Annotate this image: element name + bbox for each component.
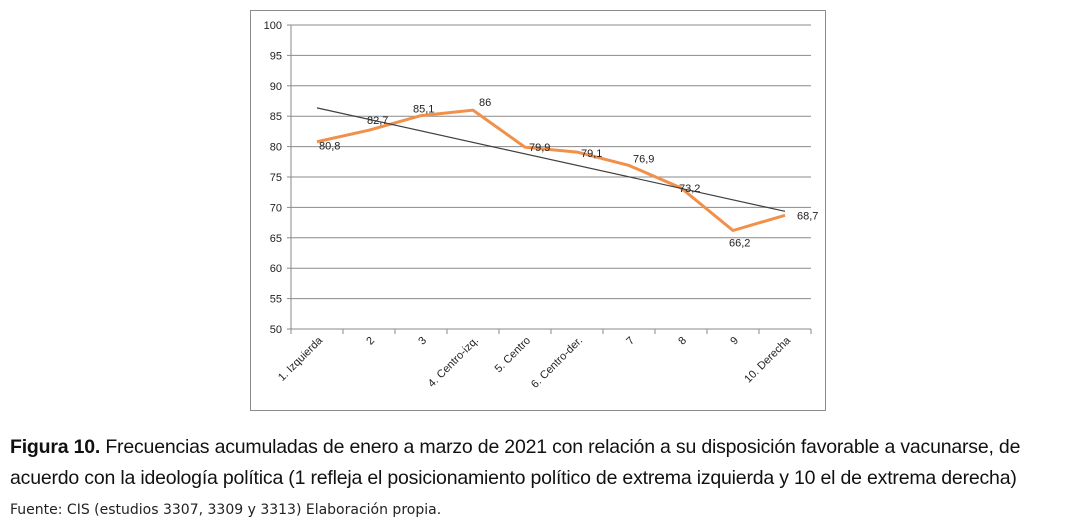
x-tick-label: 5. Centro <box>493 335 533 375</box>
x-tick-label: 4. Centro-izq. <box>426 335 481 390</box>
series-line <box>316 108 786 233</box>
data-label: 79,9 <box>529 142 550 154</box>
data-label: 68,7 <box>797 210 818 222</box>
y-tick-label: 75 <box>270 172 282 184</box>
x-tick-label: 3 <box>416 335 429 348</box>
data-label: 86 <box>479 97 491 109</box>
data-label: 73,2 <box>679 183 700 195</box>
y-tick-label: 85 <box>270 111 282 123</box>
y-tick-label: 50 <box>270 324 282 336</box>
x-tick-label: 6. Centro-der. <box>529 335 585 391</box>
figure-source: Fuente: CIS (estudios 3307, 3309 y 3313)… <box>10 502 442 518</box>
y-tick-label: 55 <box>270 294 282 306</box>
data-label: 85,1 <box>413 104 434 116</box>
data-label: 76,9 <box>633 153 654 165</box>
y-tick-label: 80 <box>270 142 282 154</box>
y-tick-label: 95 <box>270 50 282 62</box>
data-label: 82,7 <box>367 115 388 127</box>
x-tick-label: 8 <box>676 335 689 348</box>
figure-caption: Figura 10. Frecuencias acumuladas de ene… <box>10 432 1062 494</box>
x-tick-label: 10. Derecha <box>742 334 793 385</box>
x-tick-label: 2 <box>364 335 377 348</box>
figure-caption-text: Frecuencias acumuladas de enero a marzo … <box>10 436 1021 489</box>
data-label: 80,8 <box>319 141 340 153</box>
y-tick-label: 70 <box>270 202 282 214</box>
trendline <box>316 107 786 212</box>
figure-caption-label: Figura 10. <box>10 436 101 458</box>
x-tick-label: 9 <box>728 335 741 348</box>
x-tick-label: 1. Izquierda <box>276 334 326 384</box>
y-tick-label: 60 <box>270 263 282 275</box>
line-chart: 50 55 60 65 70 75 80 85 90 95 100 1. Izquierda 2 34. … <box>264 20 819 391</box>
x-tick-label: 7 <box>624 335 637 348</box>
data-label: 79,1 <box>581 148 602 160</box>
y-tick-label: 90 <box>270 81 282 93</box>
data-label: 66,2 <box>729 238 750 250</box>
y-tick-label: 65 <box>270 233 282 245</box>
y-tick-label: 100 <box>264 20 282 32</box>
chart-frame: 50 55 60 65 70 75 80 85 90 95 100 1. Izquierda 2 3 4. … <box>250 10 826 411</box>
